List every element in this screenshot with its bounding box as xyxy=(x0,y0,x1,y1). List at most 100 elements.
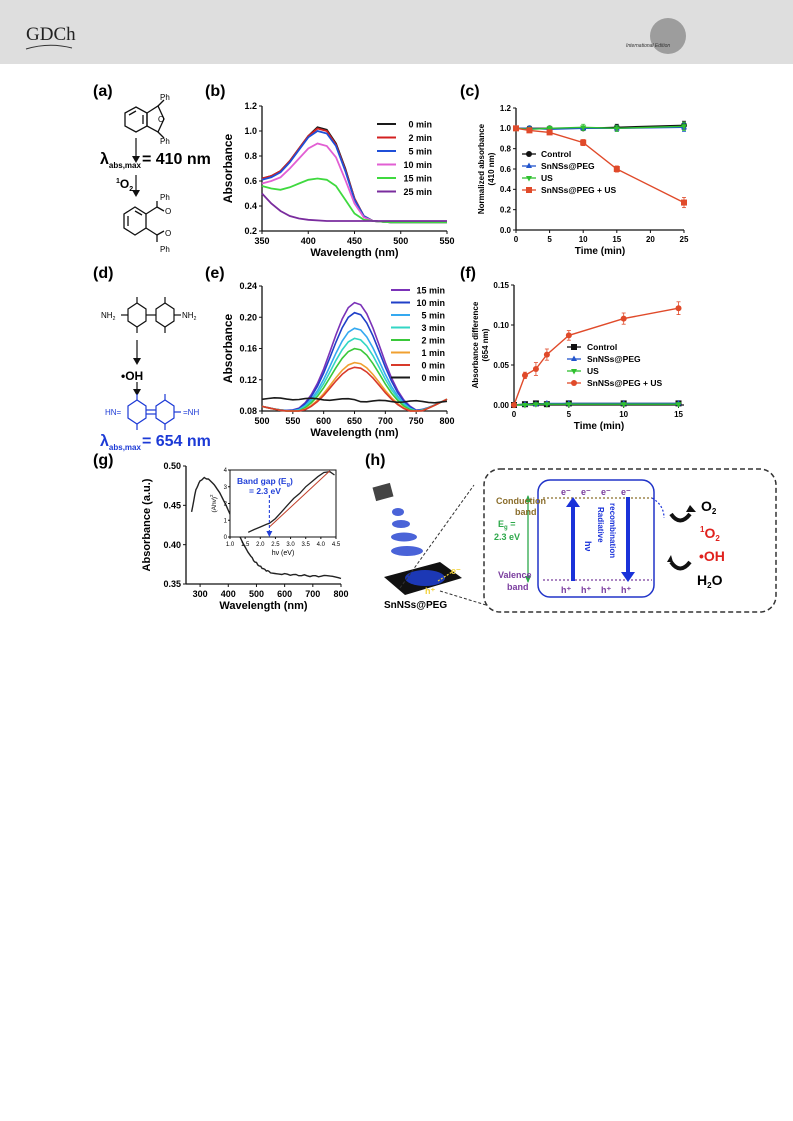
x-tick-label: 500 xyxy=(249,589,264,599)
legend-label: US xyxy=(541,173,553,183)
data-point xyxy=(613,166,620,172)
y-axis-label: Absorbance xyxy=(221,314,235,384)
x-tick-label: 10 xyxy=(579,235,588,244)
legend-label: SnNSs@PEG + US xyxy=(541,185,616,195)
legend-label: 0 min xyxy=(421,373,445,383)
mechanism-scheme xyxy=(372,468,777,613)
dpbf-furan-ring xyxy=(146,105,165,133)
x-axis-label: Wavelength (nm) xyxy=(310,427,399,439)
chart-f-absorbance-difference: 0 5 10 15 0.00 0.05 0.10 0.15 Time (min) Absorban… xyxy=(471,281,684,432)
y-tick-label: 0.4 xyxy=(500,185,512,194)
gdch-logo: GDCh xyxy=(26,24,76,45)
band-gap-label: Eg = xyxy=(498,519,515,531)
hole-on-sheet: h⁺ xyxy=(425,586,435,596)
legend-label: SnNSs@PEG xyxy=(587,354,641,364)
y-tick-label: 1.2 xyxy=(500,104,512,113)
chart-b-dpbf-spectra: 350 400 450 500 550 0.2 0.4 0.6 0.8 1.0 1.2 Wavelen… xyxy=(221,101,455,259)
y-tick-label: 0.35 xyxy=(163,579,181,589)
legend-label: 0 min xyxy=(408,120,432,130)
data-point xyxy=(580,139,587,146)
wave-1 xyxy=(392,508,404,516)
water-species: H2O xyxy=(697,572,723,590)
hole-label: h⁺ xyxy=(561,585,571,595)
y-tick-label: 0.6 xyxy=(244,176,257,186)
x-tick-label: 650 xyxy=(347,416,362,426)
x-tick-label: 800 xyxy=(439,416,454,426)
x-tick-label: 600 xyxy=(316,416,331,426)
legend-marker xyxy=(526,162,532,168)
dpbf-ph-bottom: Ph xyxy=(160,137,170,146)
inset-y-tick-label: 0 xyxy=(224,535,228,541)
electron-on-sheet: e⁻ xyxy=(451,566,461,576)
panel-label-a: (a) xyxy=(93,83,113,100)
inset-y-tick-label: 1 xyxy=(224,518,228,524)
y-axis-label-2: (410 nm) xyxy=(487,152,496,185)
legend-marker xyxy=(526,151,532,157)
tauc-fit-line xyxy=(269,470,331,528)
y-tick-label: 0.40 xyxy=(163,540,181,550)
tmb-oxidized-structure xyxy=(127,394,181,430)
data-point xyxy=(620,315,627,322)
legend-label: 10 min xyxy=(403,160,432,170)
legend-label: 3 min xyxy=(421,323,445,333)
x-tick-label: 25 xyxy=(680,235,689,244)
legend-label: Control xyxy=(541,149,571,159)
panel-label-h: (h) xyxy=(365,452,385,469)
y-tick-label: 1.2 xyxy=(244,101,257,111)
conduction-band-label-2: band xyxy=(515,507,537,517)
edition-label: International Edition xyxy=(626,43,671,49)
y-tick-label: 0.20 xyxy=(239,312,257,322)
inset-x-tick-label: 1.5 xyxy=(241,542,250,548)
tmb-lambda: λabs,max= 654 nm xyxy=(100,433,211,452)
o2-arrow xyxy=(669,512,692,523)
y-tick-label: 1.0 xyxy=(244,126,257,136)
radiative-label: Radiative xyxy=(596,507,605,543)
y-axis-label: Absorbance xyxy=(221,134,235,204)
electron-label: e⁻ xyxy=(601,487,611,497)
y-tick-label: 1.0 xyxy=(500,124,512,133)
singlet-oxygen-species: 1O2 xyxy=(700,525,720,543)
data-point xyxy=(521,372,528,379)
y-tick-label: 0.8 xyxy=(244,151,257,161)
singlet-oxygen-reagent: 1O2 xyxy=(116,177,133,193)
y-axis-label: Absorbance (a.u.) xyxy=(141,478,153,571)
y-tick-label: 0.8 xyxy=(500,144,512,153)
panel-label-b: (b) xyxy=(205,83,225,100)
x-axis-label: Time (min) xyxy=(575,246,625,257)
data-point xyxy=(546,129,553,136)
chart-e-tmb-spectra: 500 550 600 650 700 750 800 0.08 0.12 0.16 0.20 0.2… xyxy=(221,281,455,439)
y-tick-label: 0.16 xyxy=(239,344,257,354)
journal-header-bar: GDCh International Edition xyxy=(0,0,793,64)
y-tick-label: 0.4 xyxy=(244,201,257,211)
legend-marker xyxy=(571,344,577,350)
data-point xyxy=(532,366,539,372)
material-label: SnNSs@PEG xyxy=(384,600,447,611)
spectrum-line xyxy=(190,476,342,580)
x-axis-label: Wavelength (nm) xyxy=(219,600,308,612)
legend-marker xyxy=(571,380,577,386)
wave-3 xyxy=(391,532,417,542)
legend-label: 25 min xyxy=(403,187,432,197)
x-tick-label: 750 xyxy=(409,416,424,426)
nanosheet-glow xyxy=(405,570,445,586)
panel-label-f: (f) xyxy=(460,265,476,282)
x-axis-label: Time (min) xyxy=(574,421,624,432)
y-tick-label: 0.6 xyxy=(500,165,512,174)
wave-2 xyxy=(392,520,410,528)
y-tick-label: 0.05 xyxy=(493,361,509,370)
hole-label: h⁺ xyxy=(601,585,611,595)
data-point xyxy=(681,124,687,130)
data-point xyxy=(675,402,682,408)
wave-4 xyxy=(391,546,423,556)
y-tick-label: 0.15 xyxy=(493,281,509,290)
hydroxyl-radical-reagent: •OH xyxy=(121,369,143,383)
edition-disc xyxy=(650,18,686,54)
x-tick-label: 0 xyxy=(514,235,519,244)
x-tick-label: 500 xyxy=(254,416,269,426)
x-tick-label: 20 xyxy=(646,235,655,244)
dpbf-o-atom: O xyxy=(158,115,164,124)
inset-x-tick-label: 3.5 xyxy=(302,542,311,548)
conduction-band-label-1: Conduction xyxy=(496,496,546,506)
x-tick-label: 10 xyxy=(619,410,628,419)
legend-label: 15 min xyxy=(403,174,432,184)
